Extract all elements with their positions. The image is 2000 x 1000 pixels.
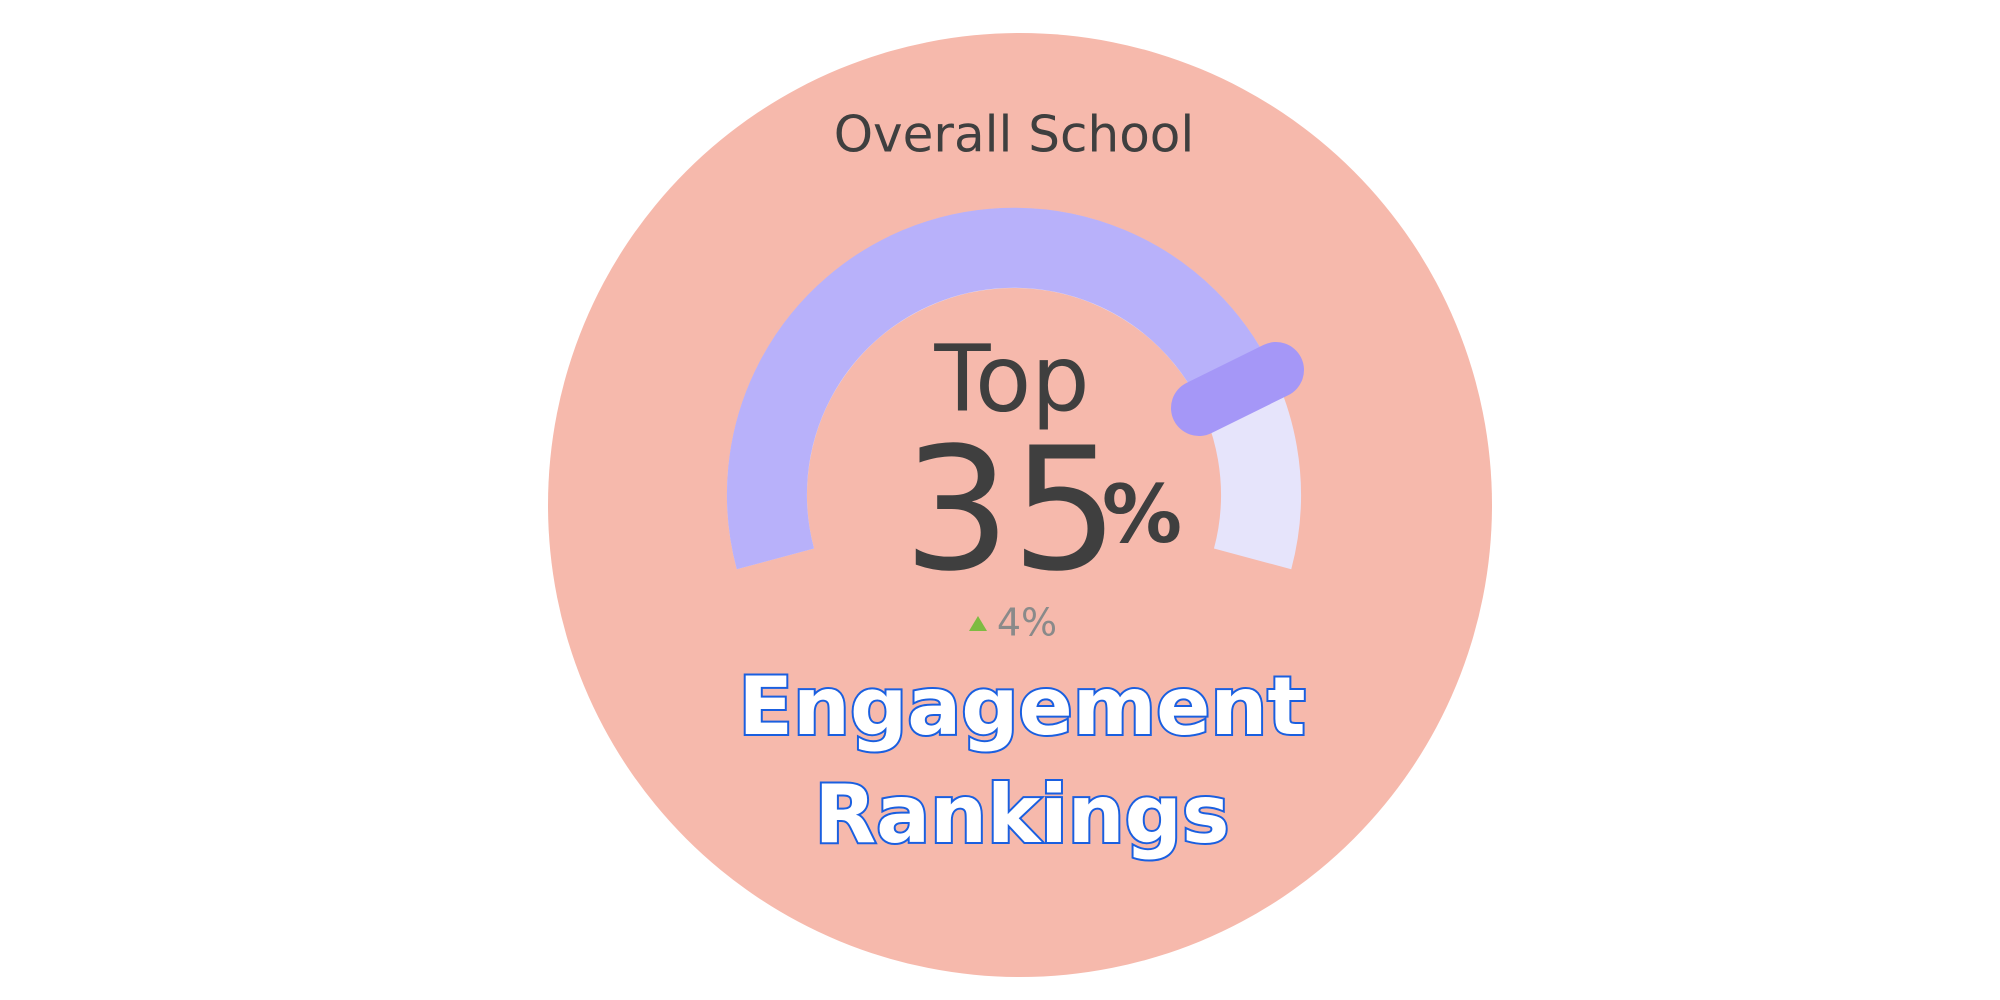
change-arrow: [969, 616, 987, 631]
gauge-marker: [1171, 342, 1304, 436]
gauge-unit: %: [1102, 468, 1182, 561]
label-line: Engagement: [738, 660, 1305, 753]
gauge-prefix: Top: [933, 325, 1089, 432]
title: Overall School: [834, 106, 1195, 164]
gauge-fill: [726, 207, 1275, 570]
background-circle: [548, 33, 1492, 977]
gauge-value: 35: [903, 411, 1119, 609]
change: 4%: [997, 601, 1057, 645]
label-line: Rankings: [815, 768, 1230, 861]
